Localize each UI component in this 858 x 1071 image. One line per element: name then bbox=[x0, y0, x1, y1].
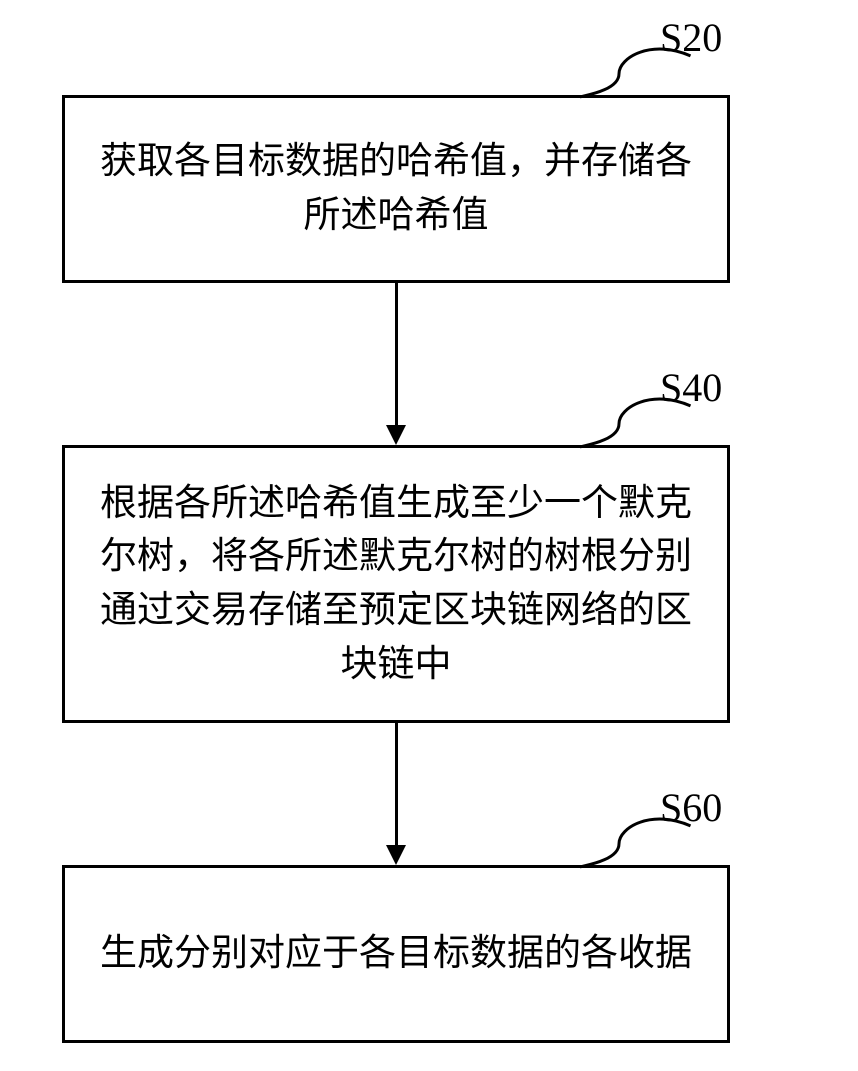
flow-node-text: 根据各所述哈希值生成至少一个默克尔树，将各所述默克尔树的树根分别通过交易存储至预… bbox=[85, 477, 707, 692]
flowchart-canvas: 获取各目标数据的哈希值，并存储各所述哈希值S20根据各所述哈希值生成至少一个默克… bbox=[0, 0, 858, 1071]
arrow-line-0 bbox=[395, 283, 398, 427]
arrow-head-icon bbox=[386, 425, 406, 445]
flow-node-text: 获取各目标数据的哈希值，并存储各所述哈希值 bbox=[85, 135, 707, 242]
arrow-head-icon bbox=[386, 845, 406, 865]
flow-node-s20: 获取各目标数据的哈希值，并存储各所述哈希值 bbox=[62, 95, 730, 283]
label-connector-s20 bbox=[580, 44, 710, 98]
label-connector-s60 bbox=[580, 814, 710, 868]
flow-node-s60: 生成分别对应于各目标数据的各收据 bbox=[62, 865, 730, 1043]
flow-node-text: 生成分别对应于各目标数据的各收据 bbox=[85, 927, 707, 981]
flow-node-s40: 根据各所述哈希值生成至少一个默克尔树，将各所述默克尔树的树根分别通过交易存储至预… bbox=[62, 445, 730, 723]
arrow-line-1 bbox=[395, 723, 398, 847]
label-connector-s40 bbox=[580, 394, 710, 448]
